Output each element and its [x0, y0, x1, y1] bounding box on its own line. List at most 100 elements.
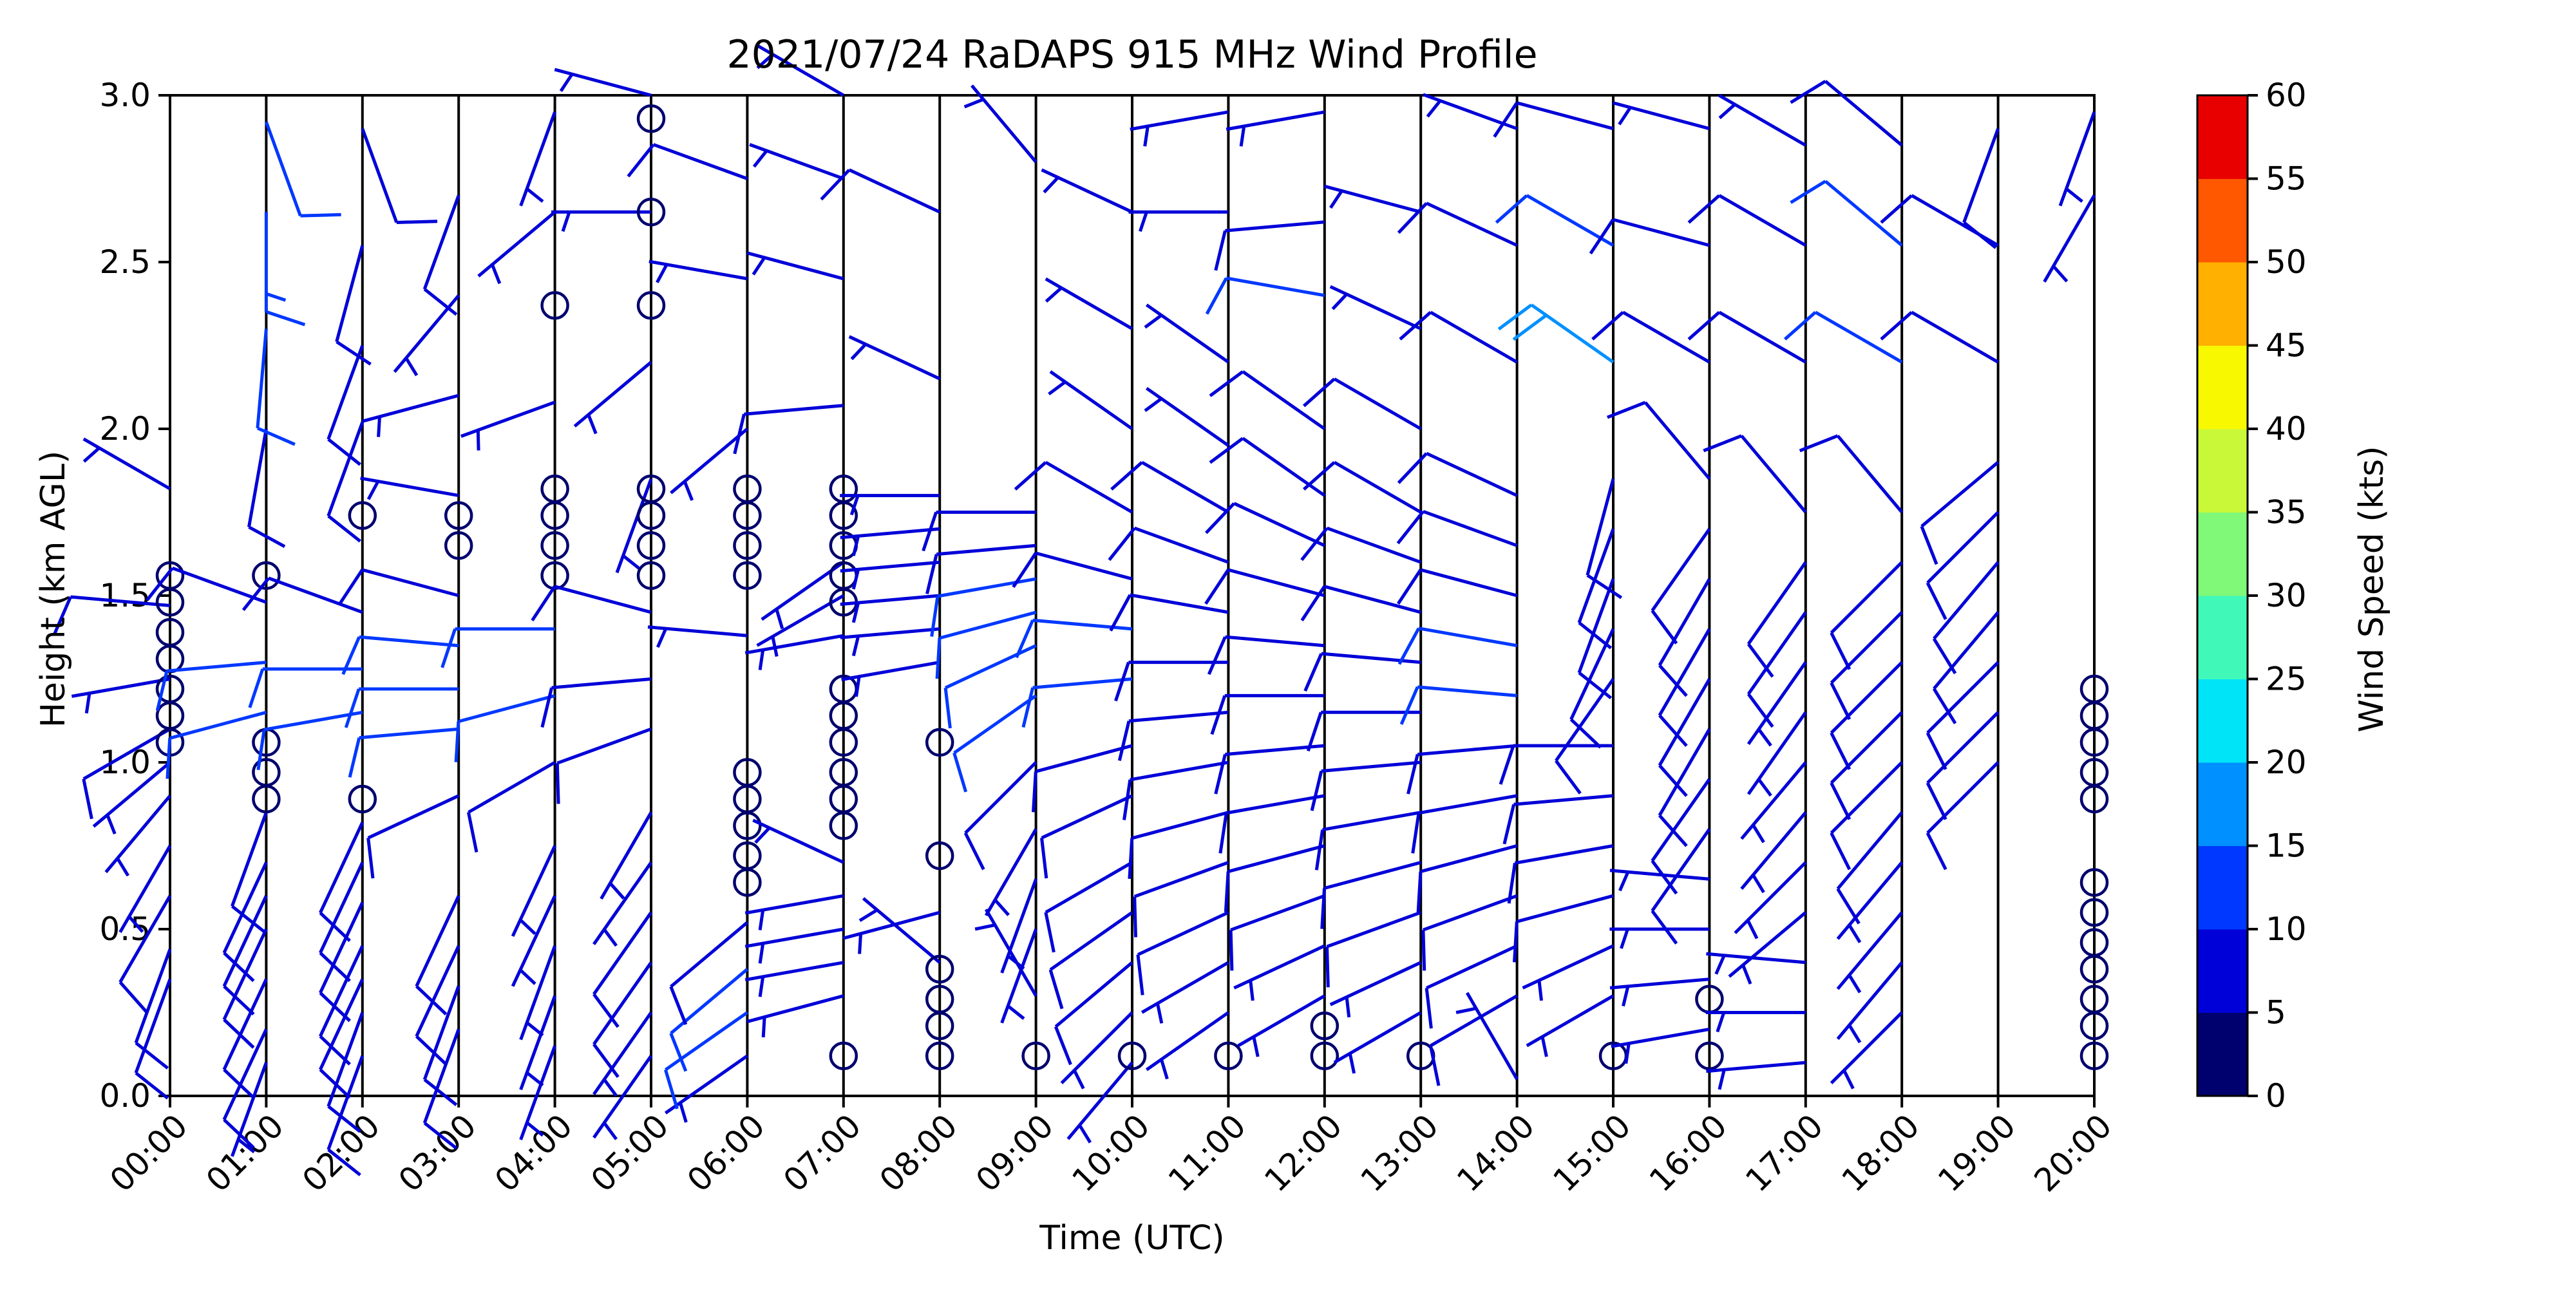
wind-barb [1032, 744, 1133, 813]
wind-barb [1799, 434, 1904, 514]
calm-circle [636, 104, 666, 133]
wind-barb [1411, 794, 1518, 854]
colorbar-tick-label: 10 [2266, 910, 2307, 948]
wind-barb [1830, 1011, 1903, 1089]
chart-title: 2021/07/24 RaDAPS 915 MHz Wind Profile [726, 32, 1537, 77]
wind-barb [1329, 285, 1422, 330]
wind-barb [1214, 220, 1325, 271]
calm-circle [2079, 674, 2109, 704]
colorbar-tick-label: 40 [2266, 410, 2307, 448]
wind-barb [247, 428, 286, 548]
x-tick-label: 12:00 [1257, 1107, 1349, 1199]
wind-barb [1740, 761, 1807, 843]
wind-barb [327, 344, 365, 466]
wind-barb [1060, 1011, 1133, 1089]
colorbar-tick-label: 35 [2266, 494, 2307, 531]
wind-barb [1133, 861, 1229, 938]
wind-barb [264, 212, 306, 326]
calm-circle [1310, 1011, 1340, 1041]
wind-barb [1204, 502, 1325, 547]
wind-barb [1406, 744, 1517, 795]
wind-barb [1718, 94, 1807, 147]
wind-barb [1651, 778, 1711, 895]
wind-barb [1130, 110, 1229, 147]
wind-barb [1606, 400, 1711, 480]
wind-barb [840, 527, 940, 556]
wind-barb [746, 994, 844, 1038]
wind-barb [454, 693, 556, 762]
calm-circle [1310, 1041, 1340, 1071]
wind-barb [118, 894, 172, 1014]
calm-circle [925, 728, 954, 757]
wind-barb [466, 760, 556, 853]
x-tick-label: 06:00 [680, 1107, 772, 1199]
wind-barb [1658, 628, 1711, 748]
wind-barb [1396, 568, 1518, 605]
wind-barb [670, 428, 749, 501]
wind-barb [1122, 760, 1229, 820]
wind-barb [1586, 478, 1623, 599]
wind-barb [1706, 952, 1806, 975]
wind-barb [592, 1012, 653, 1097]
x-tick-label: 08:00 [873, 1107, 965, 1199]
y-axis-label: Height (km AGL) [34, 451, 73, 728]
wind-barb [551, 210, 651, 232]
colorbar-tick-label: 15 [2266, 827, 2307, 865]
wind-barb [1830, 761, 1903, 871]
wind-barb [1830, 611, 1903, 721]
wind-barb [848, 335, 941, 381]
colorbar-segment [2197, 262, 2248, 346]
colorbar-segment [2197, 762, 2248, 846]
calm-circle [733, 758, 762, 787]
wind-barb [1210, 693, 1325, 735]
calm-circle [733, 474, 762, 504]
wind-barb [600, 811, 653, 900]
wind-barb [1830, 561, 1903, 670]
wind-barb [1209, 437, 1326, 497]
wind-barb [1611, 1027, 1710, 1064]
wind-barb [1705, 1011, 1806, 1033]
calm-circle [1214, 1041, 1243, 1071]
wind-barb [922, 511, 1036, 552]
wind-barb [1416, 844, 1518, 912]
calm-circle [636, 291, 666, 320]
wind-barb [1300, 526, 1422, 564]
colorbar-segment [2197, 929, 2248, 1013]
calm-circle [348, 501, 377, 530]
wind-barb [1207, 635, 1325, 675]
wind-barb [92, 761, 171, 834]
wind-barb [1021, 677, 1133, 728]
wind-barb [1397, 627, 1518, 665]
wind-barb [1658, 728, 1711, 847]
wind-barb [1314, 811, 1421, 871]
colorbar-tick-label: 55 [2266, 160, 2307, 198]
wind-barb [1000, 928, 1037, 1024]
wind-barb [1421, 894, 1518, 971]
calm-circle [155, 617, 185, 647]
wind-barb [1397, 202, 1518, 247]
y-tick-label: 1.5 [99, 577, 151, 614]
wind-barb [1497, 303, 1615, 364]
calm-circle [155, 561, 185, 590]
wind-barb [1926, 711, 2000, 820]
x-tick-label: 03:00 [392, 1107, 484, 1199]
wind-barb [422, 194, 460, 316]
wind-barb [1728, 911, 1807, 985]
x-tick-label: 20:00 [2027, 1107, 2119, 1199]
wind-barb [649, 259, 748, 283]
wind-barb [840, 627, 940, 657]
wind-barb [952, 694, 1037, 793]
wind-barb [1507, 844, 1614, 904]
wind-barb [82, 437, 171, 491]
x-tick-label: 19:00 [1931, 1107, 2023, 1199]
wind-barb [1141, 961, 1229, 1024]
wind-barb [360, 476, 459, 500]
wind-barb [1224, 844, 1325, 912]
colorbar-segment [2197, 1012, 2248, 1097]
calm-circle [1117, 1041, 1147, 1071]
wind-barb [1513, 894, 1614, 963]
wind-barb [1493, 101, 1614, 138]
wind-barb [1310, 760, 1421, 811]
